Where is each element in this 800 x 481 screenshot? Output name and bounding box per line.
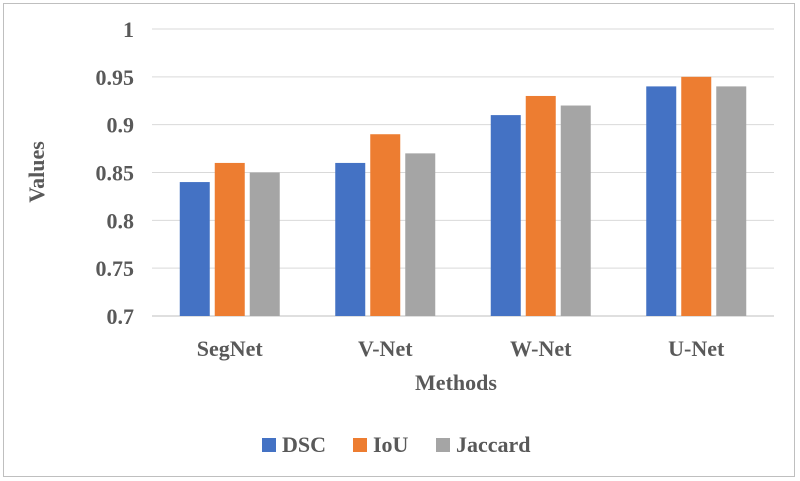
bar-dsc-w-net <box>490 115 521 316</box>
chart-frame: 0.7 0.75 0.8 0.85 0.9 0.95 1 SegNet V-Net W-Net U… <box>3 3 795 477</box>
bar-jaccard-w-net <box>560 105 591 317</box>
y-axis-title: Values <box>24 141 49 203</box>
bar-iou-segnet <box>214 162 245 316</box>
legend-label-dsc: DSC <box>282 432 326 457</box>
bar-dsc-u-net <box>646 86 677 317</box>
bar-iou-v-net <box>370 134 401 316</box>
bars <box>179 76 747 317</box>
bar-iou-u-net <box>681 76 712 316</box>
x-axis-title: Methods <box>415 370 497 395</box>
bar-jaccard-u-net <box>716 86 747 317</box>
x-tick-label: U-Net <box>668 336 725 361</box>
y-tick-label: 0.7 <box>107 304 135 329</box>
bar-chart: 0.7 0.75 0.8 0.85 0.9 0.95 1 SegNet V-Net W-Net U… <box>24 17 774 457</box>
y-axis-ticks: 0.7 0.75 0.8 0.85 0.9 0.95 1 <box>96 17 135 329</box>
legend-swatch-jaccard <box>436 438 450 452</box>
legend-swatch-dsc <box>262 438 276 452</box>
gridlines <box>152 28 774 317</box>
y-tick-label: 0.8 <box>107 208 135 233</box>
bar-dsc-segnet <box>179 182 210 316</box>
y-tick-label: 0.9 <box>107 113 135 138</box>
legend-label-jaccard: Jaccard <box>456 432 531 457</box>
x-tick-label: SegNet <box>197 336 264 361</box>
bar-jaccard-segnet <box>249 172 280 316</box>
y-tick-label: 0.85 <box>96 161 135 186</box>
bar-jaccard-v-net <box>405 153 436 316</box>
legend-label-iou: IoU <box>373 432 409 457</box>
y-tick-label: 0.95 <box>96 65 135 90</box>
y-tick-label: 1 <box>123 17 134 42</box>
legend: DSC IoU Jaccard <box>262 432 531 457</box>
x-axis-ticks: SegNet V-Net W-Net U-Net <box>197 336 725 361</box>
x-tick-label: V-Net <box>358 336 413 361</box>
x-tick-label: W-Net <box>510 336 572 361</box>
bar-iou-w-net <box>525 95 556 316</box>
bar-dsc-v-net <box>335 162 366 316</box>
y-tick-label: 0.75 <box>96 256 135 281</box>
legend-swatch-iou <box>353 438 367 452</box>
